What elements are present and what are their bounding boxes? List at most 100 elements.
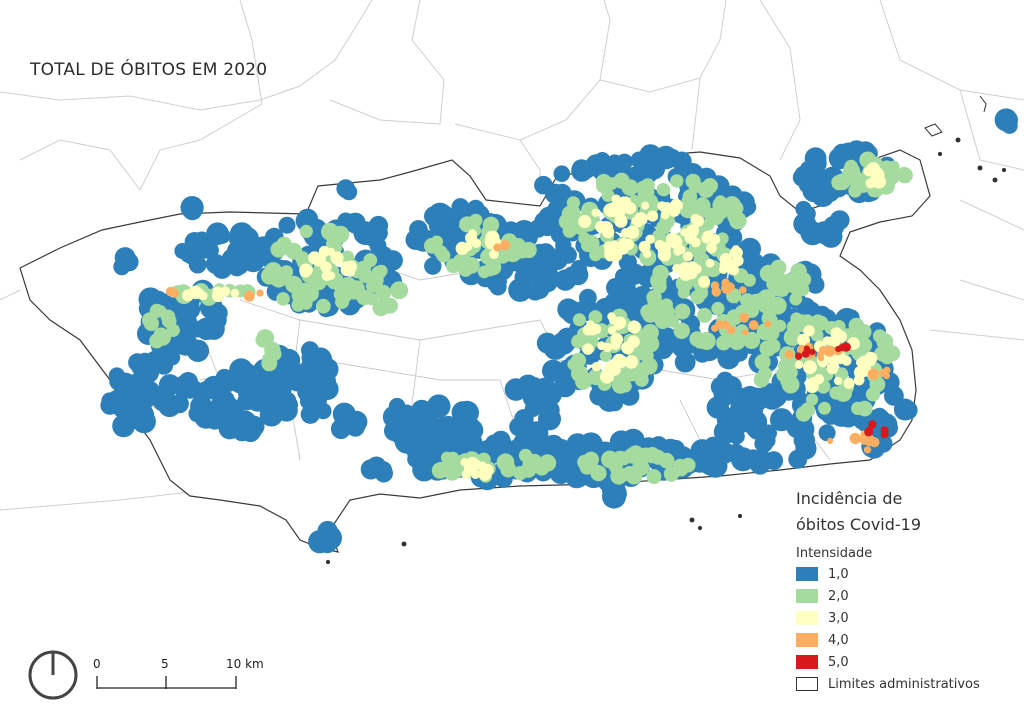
heat-layer-4 — [165, 240, 891, 454]
heat-spot — [705, 258, 715, 268]
heat-spot — [674, 303, 691, 320]
heat-spot — [180, 196, 204, 220]
legend-item: 1,0 — [796, 563, 1016, 585]
heat-spot — [832, 143, 851, 162]
heat-spot — [872, 175, 886, 189]
heat-spot — [727, 325, 736, 335]
heat-spot — [500, 240, 511, 251]
heat-spot — [197, 381, 215, 399]
heat-spot — [826, 362, 839, 375]
heat-spot — [658, 452, 675, 469]
heat-spot — [682, 251, 693, 262]
legend-swatch — [796, 589, 818, 603]
heat-spot — [757, 366, 773, 381]
heat-spot — [261, 356, 276, 370]
heat-spot — [469, 213, 483, 228]
legend-swatch — [796, 677, 818, 691]
heat-spot — [276, 237, 292, 252]
heat-spot — [833, 376, 843, 386]
heat-spot — [693, 197, 711, 215]
heat-spot — [326, 271, 336, 280]
heat-spot — [777, 274, 792, 288]
heat-spot — [824, 345, 836, 357]
heat-spot — [795, 200, 812, 218]
heat-spot — [255, 333, 269, 348]
heat-spot — [275, 399, 298, 422]
heat-spot — [579, 288, 597, 307]
heat-spot — [616, 367, 633, 383]
heat-spot — [697, 307, 713, 323]
heat-spot — [112, 414, 135, 438]
heat-layer-3 — [182, 162, 886, 481]
heat-spot — [657, 248, 672, 262]
legend-title-line1: Incidência de — [796, 489, 903, 508]
heat-spot — [620, 228, 631, 238]
heat-spot — [567, 358, 580, 371]
heat-spot — [149, 333, 165, 349]
heat-spot — [428, 202, 452, 227]
heat-spot — [622, 466, 638, 481]
heat-spot — [500, 461, 517, 478]
heat-spot — [301, 284, 319, 303]
heat-spot — [330, 251, 344, 265]
heat-spot — [673, 322, 690, 339]
scale-bar — [96, 676, 237, 689]
heat-spot — [886, 161, 899, 174]
heat-spot — [489, 249, 499, 259]
heat-spot — [600, 369, 614, 384]
heat-spot — [872, 329, 887, 343]
heat-spot — [610, 333, 624, 346]
heat-spot — [867, 368, 880, 381]
heat-spot — [743, 331, 761, 349]
heat-spot — [451, 198, 470, 216]
north-arrow-icon — [28, 650, 78, 700]
heat-spot — [461, 469, 471, 479]
legend-label: 5,0 — [828, 654, 849, 670]
heat-spot — [114, 247, 136, 268]
heat-spot — [365, 292, 378, 306]
heat-spot — [803, 325, 815, 337]
heat-spot — [214, 227, 231, 244]
heat-spot — [874, 434, 893, 453]
heat-spot — [553, 183, 572, 203]
heat-spot — [609, 202, 619, 212]
heat-spot — [654, 145, 678, 170]
heat-spot — [833, 395, 856, 418]
heat-spot — [234, 362, 257, 385]
heat-spot — [717, 388, 734, 405]
heat-spot — [770, 408, 794, 432]
heat-spot — [315, 298, 331, 314]
heat-spot — [848, 184, 862, 198]
heat-spot — [690, 213, 701, 225]
heat-spot — [764, 320, 772, 328]
heat-spot — [880, 430, 889, 439]
heat-spot — [673, 241, 682, 250]
heat-spot — [508, 278, 532, 302]
heat-spot — [407, 450, 425, 468]
heat-spot — [158, 394, 182, 418]
heat-spot — [690, 237, 701, 248]
heat-spot — [375, 264, 388, 278]
heat-spot — [493, 243, 502, 252]
legend-label: 3,0 — [828, 610, 849, 626]
heat-spot — [424, 257, 442, 275]
legend-title-line2: óbitos Covid-19 — [796, 515, 922, 534]
heat-spot — [607, 326, 617, 335]
heat-spot — [636, 181, 649, 194]
heat-spot — [794, 360, 804, 369]
heat-spot — [398, 404, 415, 421]
heat-spot — [579, 217, 589, 227]
heat-spot — [853, 374, 865, 386]
heat-spot — [610, 431, 631, 453]
heat-spot — [543, 335, 568, 360]
heat-spot — [318, 245, 330, 258]
heat-spot — [578, 372, 594, 388]
legend-label: 4,0 — [828, 632, 849, 648]
heat-spot — [711, 324, 719, 332]
heat-spot — [555, 237, 572, 254]
heat-spot — [680, 228, 689, 237]
heat-spot — [843, 377, 855, 389]
legend-item: 2,0 — [796, 585, 1016, 607]
heat-spot — [471, 238, 482, 248]
